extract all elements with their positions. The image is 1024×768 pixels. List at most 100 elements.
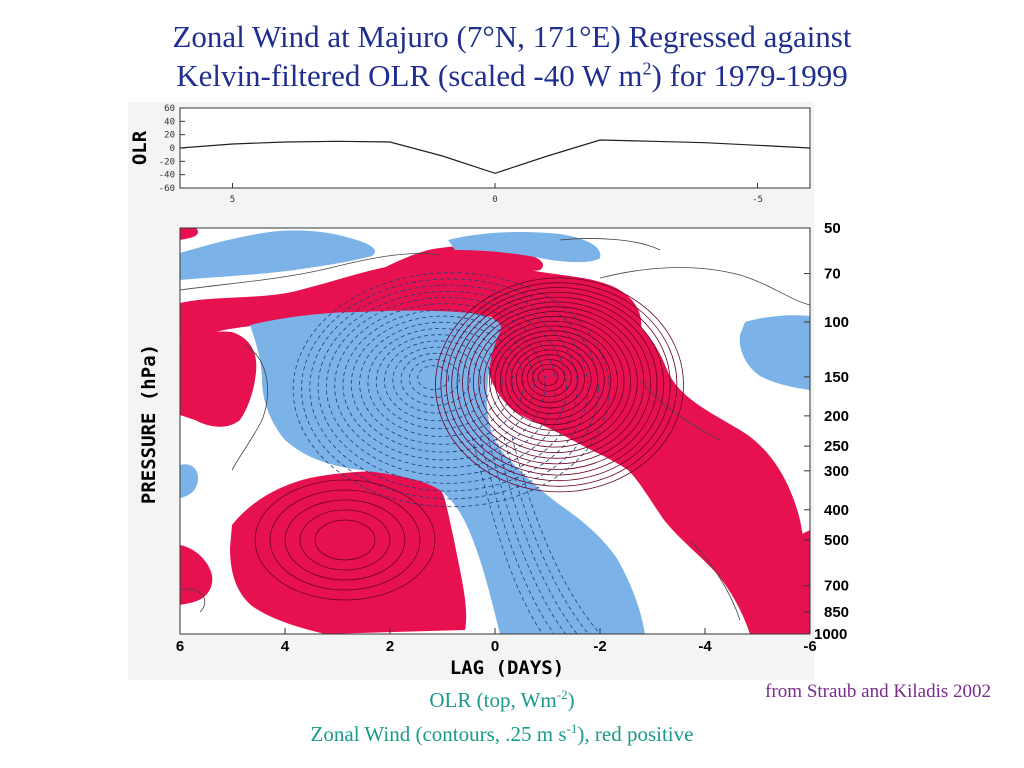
title-line-2-end: ) for 1979-1999 xyxy=(651,58,848,93)
positive-region-top-left xyxy=(180,228,198,240)
main-x-tick-label: -4 xyxy=(698,638,712,655)
olr-y-tick-label: 0 xyxy=(170,144,175,154)
negative-contour-line xyxy=(479,436,555,634)
olr-panel: 60 40 20 0 -20 -40 -60 5 0 -5 OLR xyxy=(129,104,811,205)
olr-y-axis-title: OLR xyxy=(129,130,151,165)
caption-1-text: OLR (top, Wm xyxy=(429,688,557,712)
positive-contour-line xyxy=(299,509,391,571)
main-x-tick-label: 6 xyxy=(176,638,184,655)
positive-region-top-middle xyxy=(370,245,544,283)
main-y-tick-label: 250 xyxy=(824,438,849,455)
negative-contour-line xyxy=(384,340,492,422)
negative-contour-line xyxy=(367,328,514,437)
source-credit: from Straub and Kiladis 2002 xyxy=(765,681,991,702)
main-x-tick-label: 4 xyxy=(281,638,290,655)
title-line-2: Kelvin-filtered OLR (scaled -40 W m2) fo… xyxy=(0,56,1024,96)
main-y-ticks: 50 70 100 150 200 250 300 400 500 700 850 1000 xyxy=(804,220,849,643)
positive-contour-line xyxy=(254,479,436,601)
negative-contour-line xyxy=(359,321,525,445)
negative-region-right xyxy=(739,315,810,390)
positive-contour-line xyxy=(521,354,579,403)
negative-region-top-band xyxy=(180,230,376,280)
title-line-2-text: Kelvin-filtered OLR (scaled -40 W m xyxy=(176,58,643,93)
olr-frame xyxy=(179,107,811,189)
positive-contour-line xyxy=(269,489,421,591)
positive-contour-line xyxy=(451,291,665,476)
main-x-tick-label: -6 xyxy=(803,638,816,655)
olr-series-line xyxy=(179,139,811,174)
olr-x-tick-label: 0 xyxy=(492,195,497,205)
negative-contour-line xyxy=(375,334,503,430)
caption-2-superscript: -1 xyxy=(566,721,578,736)
main-y-tick-label: 100 xyxy=(824,314,849,331)
main-y-tick-label: 850 xyxy=(824,604,849,621)
positive-region-lower-left-edge xyxy=(180,545,213,605)
main-y-tick-label: 400 xyxy=(824,502,849,519)
positive-contour-line xyxy=(483,320,625,442)
main-y-tick-label: 200 xyxy=(824,408,849,425)
caption-1-superscript: -2 xyxy=(556,687,568,702)
olr-y-ticks: 60 40 20 0 -20 -40 -60 xyxy=(159,104,185,194)
olr-x-tick-label: -5 xyxy=(752,195,763,205)
main-x-tick-label: -2 xyxy=(593,638,606,655)
main-y-tick-label: 150 xyxy=(824,369,849,386)
olr-y-tick-label: -40 xyxy=(159,171,175,181)
olr-y-tick-label: 20 xyxy=(164,131,175,141)
main-y-tick-label: 500 xyxy=(824,532,849,549)
positive-contour-line xyxy=(499,335,605,426)
negative-region-left-edge xyxy=(180,464,198,498)
negative-contour-line xyxy=(511,436,601,634)
olr-x-ticks: 5 0 -5 xyxy=(230,183,763,205)
positive-region-left xyxy=(180,331,257,427)
contour-field xyxy=(180,228,810,634)
positive-region-bottom-right xyxy=(790,530,810,634)
olr-y-tick-label: -60 xyxy=(159,184,175,194)
wind-contour-panel: 6 4 2 0 -2 -4 -6 50 70 100 150 200 250 300 400 500 700 8… xyxy=(138,220,849,679)
positive-contour-line xyxy=(284,499,406,581)
main-y-axis-title: PRESSURE (hPa) xyxy=(138,344,160,504)
positive-contour-line xyxy=(489,325,618,437)
negative-contour-line xyxy=(292,272,610,508)
title-superscript: 2 xyxy=(642,58,652,79)
olr-y-tick-label: -20 xyxy=(159,157,175,167)
positive-contour-line xyxy=(435,277,684,493)
positive-contour-line xyxy=(516,349,585,409)
caption-line-1: OLR (top, Wm-2) xyxy=(0,687,1014,713)
negative-contour-line xyxy=(309,284,589,492)
negative-contour-line xyxy=(334,303,557,469)
negative-contour-line xyxy=(503,436,590,634)
olr-x-tick-label: 5 xyxy=(230,195,235,205)
positive-contours xyxy=(254,277,684,601)
caption-line-2: Zonal Wind (contours, .25 m s-1), red po… xyxy=(0,721,1014,747)
positive-contour-line xyxy=(462,301,651,465)
negative-contour-line xyxy=(495,436,578,634)
main-y-tick-label: 70 xyxy=(824,266,841,283)
negative-region-main xyxy=(250,310,645,634)
positive-contour-line xyxy=(510,344,592,414)
main-y-tick-label: 300 xyxy=(824,463,849,480)
main-y-tick-label: 700 xyxy=(824,578,849,595)
main-x-axis-title: LAG (DAYS) xyxy=(450,657,564,679)
positive-contour-line xyxy=(445,287,671,482)
main-x-ticks: 6 4 2 0 -2 -4 -6 xyxy=(176,628,817,655)
positive-contour-line xyxy=(456,296,658,470)
caption-2-text: Zonal Wind (contours, .25 m s xyxy=(310,722,567,746)
negative-contour-line xyxy=(417,365,450,391)
main-x-tick-label: 0 xyxy=(491,638,499,655)
positive-contour-line xyxy=(440,282,678,487)
positive-region-right-main xyxy=(486,299,810,634)
negative-contour-line xyxy=(487,436,567,634)
negative-contour-line xyxy=(400,352,471,406)
main-y-tick-label: 1000 xyxy=(814,626,847,643)
negative-contour-line xyxy=(301,278,599,500)
negative-contour-line xyxy=(325,297,567,476)
positive-contour-line xyxy=(478,315,632,448)
positive-contour-line xyxy=(467,306,645,459)
caption-1-end: ) xyxy=(567,688,575,712)
negative-contour-line xyxy=(317,290,578,484)
negative-contour-line xyxy=(408,359,460,398)
positive-contour-line xyxy=(532,363,566,392)
olr-y-tick-label: 40 xyxy=(164,117,175,127)
low-level-contours xyxy=(180,238,810,621)
